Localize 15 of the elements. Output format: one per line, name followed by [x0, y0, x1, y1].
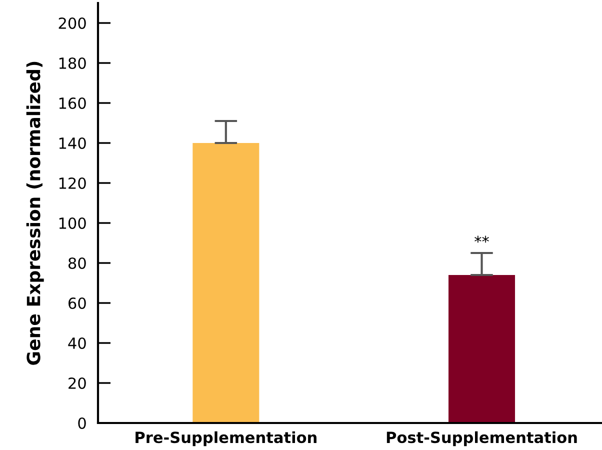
y-tick-label: 60 [68, 297, 86, 310]
y-tick-label: 0 [78, 417, 86, 430]
y-axis-title: Gene Expression (normalized) [26, 62, 44, 365]
y-tick-label: 160 [59, 97, 86, 110]
y-tick-label: 80 [68, 257, 86, 270]
y-tick-label: 100 [59, 217, 86, 230]
x-tick-label: Pre-Supplementation [136, 431, 316, 446]
y-tick-label: 40 [68, 337, 86, 350]
x-tick-label: Post-Supplementation [386, 431, 577, 446]
y-tick-label: 20 [68, 377, 86, 390]
y-tick-label: 140 [59, 137, 86, 150]
annotation: ** [474, 236, 489, 243]
y-tick-label: 200 [58, 17, 86, 30]
y-tick-label: 180 [59, 57, 86, 70]
y-tick-label: 120 [59, 177, 86, 190]
